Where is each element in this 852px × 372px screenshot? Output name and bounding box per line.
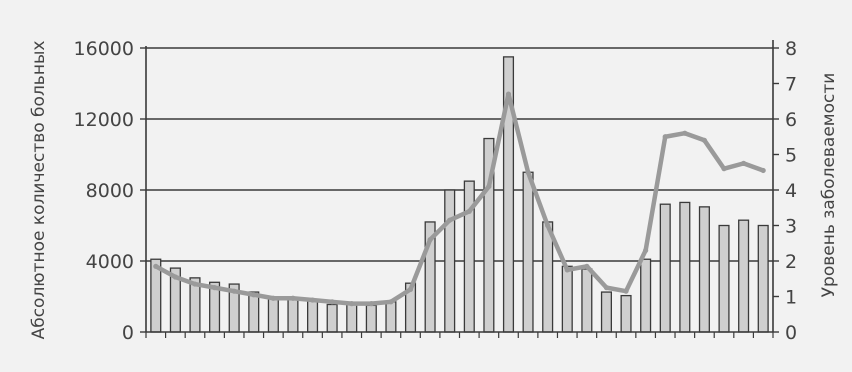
left-tick-label: 12000 bbox=[74, 109, 134, 131]
line-point bbox=[407, 286, 414, 292]
bar bbox=[306, 299, 319, 333]
right-axis-ticks: 0 1 2 3 4 5 6 7 8 bbox=[773, 38, 797, 344]
line-point bbox=[251, 292, 257, 298]
line-point bbox=[486, 183, 492, 190]
bar bbox=[757, 224, 769, 333]
line-series bbox=[153, 91, 766, 307]
line-point bbox=[466, 208, 472, 214]
bar bbox=[248, 291, 260, 333]
bar-series bbox=[150, 56, 769, 333]
axes bbox=[145, 40, 774, 338]
line-point bbox=[741, 160, 747, 166]
line-point bbox=[309, 297, 316, 303]
line-point bbox=[368, 301, 374, 307]
line-point bbox=[603, 285, 610, 291]
right-tick-label: 0 bbox=[785, 322, 797, 344]
bar bbox=[365, 304, 377, 333]
bar bbox=[522, 171, 534, 333]
line-point bbox=[525, 169, 531, 175]
line-point bbox=[270, 295, 276, 301]
bar bbox=[581, 268, 593, 333]
bar bbox=[385, 301, 397, 333]
bar bbox=[698, 206, 710, 333]
line-point bbox=[760, 167, 766, 174]
bar bbox=[679, 201, 691, 333]
left-tick-label: 16000 bbox=[74, 38, 134, 60]
left-axis-label: Абсолютное количество больных bbox=[29, 41, 49, 340]
line-point bbox=[701, 137, 708, 143]
line-point bbox=[721, 166, 727, 172]
series-line bbox=[153, 91, 766, 306]
line-point bbox=[172, 274, 178, 280]
right-axis-label: Уровень заболеваемости bbox=[819, 73, 839, 298]
line-point bbox=[211, 285, 218, 291]
bar bbox=[326, 303, 338, 333]
right-tick-label: 2 bbox=[785, 251, 797, 273]
line-point bbox=[643, 247, 649, 253]
left-axis-ticks: 0 4000 8000 12000 16000 bbox=[74, 38, 146, 344]
right-tick-label: 6 bbox=[785, 109, 797, 131]
bar bbox=[287, 296, 299, 333]
line-point bbox=[447, 217, 453, 223]
bar bbox=[561, 265, 573, 333]
right-tick-label: 5 bbox=[785, 145, 797, 167]
bar bbox=[640, 258, 652, 333]
left-tick-label: 0 bbox=[122, 322, 134, 344]
line-point bbox=[349, 301, 355, 307]
bar bbox=[620, 294, 632, 333]
bar bbox=[267, 296, 279, 333]
line-point bbox=[682, 130, 688, 136]
line-point bbox=[545, 222, 551, 229]
right-tick-label: 3 bbox=[785, 216, 797, 238]
bar bbox=[346, 302, 358, 333]
bar bbox=[659, 203, 671, 333]
line-point bbox=[290, 295, 296, 301]
line-point bbox=[329, 299, 335, 305]
right-tick-label: 8 bbox=[785, 38, 797, 60]
bar bbox=[738, 219, 750, 333]
left-tick-label: 8000 bbox=[86, 180, 134, 202]
right-tick-label: 4 bbox=[785, 180, 797, 202]
line-point bbox=[623, 288, 629, 294]
bar bbox=[718, 224, 730, 333]
bar bbox=[444, 189, 456, 333]
right-tick-label: 7 bbox=[785, 74, 797, 96]
line-point bbox=[153, 263, 159, 269]
line-point bbox=[584, 263, 590, 269]
right-tick-label: 1 bbox=[785, 287, 797, 309]
bar bbox=[600, 291, 612, 333]
line-point bbox=[662, 134, 668, 140]
line-point bbox=[231, 288, 237, 294]
line-point bbox=[192, 281, 198, 287]
line-point bbox=[505, 91, 512, 97]
left-tick-label: 4000 bbox=[86, 251, 134, 273]
line-point bbox=[427, 237, 433, 243]
line-point bbox=[388, 299, 394, 305]
line-point bbox=[564, 267, 570, 273]
